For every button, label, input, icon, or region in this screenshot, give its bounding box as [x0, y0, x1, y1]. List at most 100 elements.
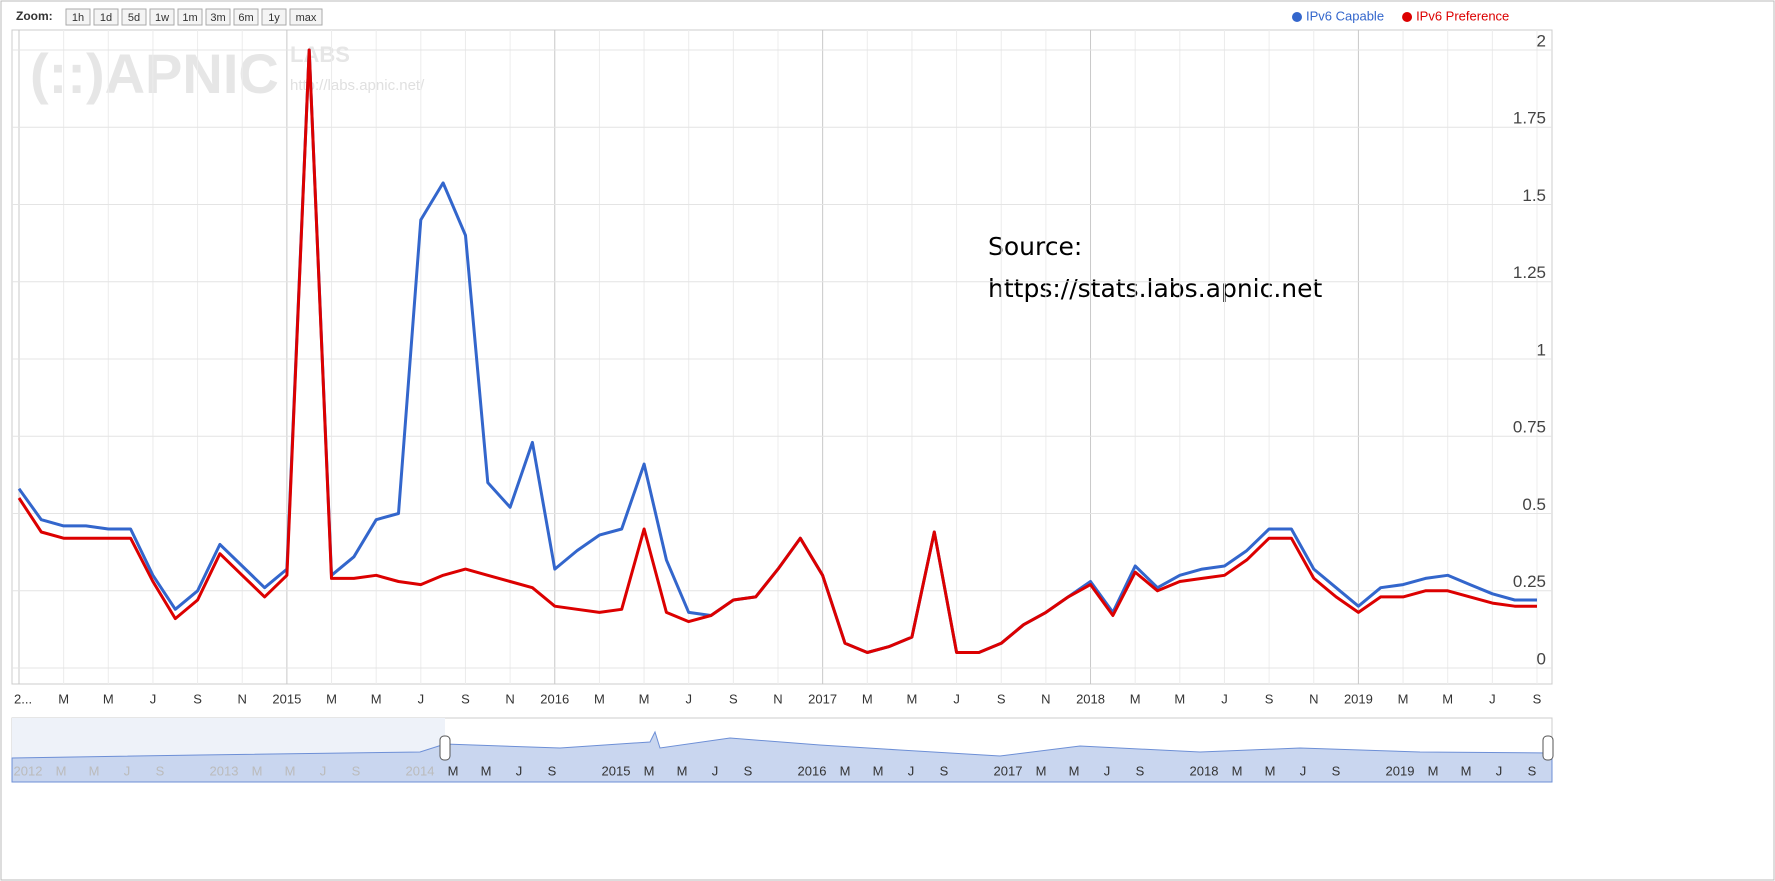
- navigator-label: M: [873, 763, 884, 778]
- navigator-label: M: [56, 763, 67, 778]
- zoom-button-label[interactable]: 6m: [238, 12, 253, 24]
- zoom-button-label[interactable]: 1y: [268, 12, 280, 24]
- navigator-label: S: [940, 763, 949, 778]
- x-tick-label: S: [729, 691, 738, 706]
- navigator-label: S: [744, 763, 753, 778]
- navigator-label: 2018: [1190, 763, 1219, 778]
- navigator-label: M: [89, 763, 100, 778]
- navigator-label: M: [252, 763, 263, 778]
- x-tick-label: M: [594, 691, 605, 706]
- x-tick-label: J: [685, 691, 692, 706]
- navigator-label: 2014: [406, 763, 435, 778]
- x-tick-label: 2019: [1344, 691, 1373, 706]
- zoom-button[interactable]: [93, 8, 119, 26]
- x-tick-label: N: [1309, 691, 1318, 706]
- navigator-handle[interactable]: [439, 735, 451, 761]
- zoom-button-label[interactable]: 1w: [155, 12, 169, 24]
- watermark-labs: LABS: [290, 42, 350, 67]
- x-tick-label: M: [326, 691, 337, 706]
- x-tick-label: M: [103, 691, 114, 706]
- x-tick-label: S: [193, 691, 202, 706]
- y-tick-label: 1.5: [1522, 186, 1546, 205]
- navigator-label: M: [840, 763, 851, 778]
- x-tick-label: J: [418, 691, 425, 706]
- x-tick-label: M: [639, 691, 650, 706]
- navigator-label: J: [516, 763, 523, 778]
- navigator-label: M: [1461, 763, 1472, 778]
- navigator-label: J: [1104, 763, 1111, 778]
- x-tick-label: 2017: [808, 691, 837, 706]
- zoom-button-label[interactable]: max: [296, 12, 317, 24]
- navigator-label: 2017: [994, 763, 1023, 778]
- navigator-label: M: [1036, 763, 1047, 778]
- navigator-label: S: [1332, 763, 1341, 778]
- x-tick-label: N: [1041, 691, 1050, 706]
- navigator-label: 2015: [602, 763, 631, 778]
- navigator-label: M: [1069, 763, 1080, 778]
- zoom-button[interactable]: [121, 8, 147, 26]
- x-tick-label: J: [1489, 691, 1496, 706]
- zoom-button[interactable]: [261, 8, 287, 26]
- zoom-button[interactable]: [177, 8, 203, 26]
- legend-marker: [1292, 12, 1302, 22]
- y-tick-label: 1.75: [1513, 109, 1546, 128]
- navigator-label: S: [156, 763, 165, 778]
- navigator-label: M: [285, 763, 296, 778]
- zoom-button[interactable]: [233, 8, 259, 26]
- y-tick-label: 1.25: [1513, 263, 1546, 282]
- x-tick-label: J: [953, 691, 960, 706]
- x-tick-label: S: [1265, 691, 1274, 706]
- y-tick-label: 0.25: [1513, 572, 1546, 591]
- annotation: Source:: [988, 232, 1082, 261]
- zoom-button-label[interactable]: 1h: [72, 12, 84, 24]
- zoom-button[interactable]: [65, 8, 91, 26]
- legend-label: IPv6 Preference: [1416, 8, 1509, 23]
- legend-marker: [1402, 12, 1413, 22]
- navigator-label: M: [1428, 763, 1439, 778]
- x-tick-label: S: [1533, 691, 1542, 706]
- y-tick-label: 2: [1537, 31, 1546, 50]
- x-tick-label: M: [1442, 691, 1453, 706]
- zoom-button-label[interactable]: 3m: [210, 12, 225, 24]
- x-tick-label: S: [997, 691, 1006, 706]
- navigator-overview: [11, 730, 1553, 783]
- legend-label: IPv6 Capable: [1306, 8, 1384, 23]
- plot-area: [11, 29, 1553, 685]
- x-tick-label: 2018: [1076, 691, 1105, 706]
- x-tick-label: M: [862, 691, 873, 706]
- x-tick-label: M: [1174, 691, 1185, 706]
- x-tick-label: 2015: [272, 691, 301, 706]
- x-tick-label: J: [1221, 691, 1228, 706]
- x-tick-label: M: [1130, 691, 1141, 706]
- navigator-label: M: [481, 763, 492, 778]
- zoom-button[interactable]: [149, 8, 175, 26]
- y-tick-label: 1: [1537, 340, 1546, 359]
- zoom-label: Zoom:: [16, 9, 53, 23]
- navigator-label: S: [1136, 763, 1145, 778]
- navigator-label: S: [1528, 763, 1537, 778]
- navigator-label: J: [1496, 763, 1503, 778]
- zoom-button[interactable]: [205, 8, 231, 26]
- x-tick-label: N: [238, 691, 247, 706]
- x-tick-label: J: [150, 691, 157, 706]
- zoom-button-label[interactable]: 1m: [182, 12, 197, 24]
- zoom-button[interactable]: [289, 8, 323, 26]
- navigator-label: J: [1300, 763, 1307, 778]
- navigator-label: J: [908, 763, 915, 778]
- watermark-logo: (::)APNIC: [30, 42, 279, 105]
- navigator-label: J: [712, 763, 719, 778]
- x-tick-label: N: [773, 691, 782, 706]
- navigator-handle[interactable]: [1542, 735, 1554, 761]
- zoom-buttons: 1h 1d 5d 1w 1m 3m 6m 1y max: [65, 8, 323, 26]
- navigator-label: M: [448, 763, 459, 778]
- navigator-label: S: [352, 763, 361, 778]
- navigator-label: S: [548, 763, 557, 778]
- zoom-button-label[interactable]: 1d: [100, 12, 112, 24]
- navigator-label: M: [1232, 763, 1243, 778]
- zoom-button-label[interactable]: 5d: [128, 12, 140, 24]
- navigator-label: M: [677, 763, 688, 778]
- x-tick-label: 2016: [540, 691, 569, 706]
- series-line: [17, 48, 1537, 654]
- x-tick-label: S: [461, 691, 470, 706]
